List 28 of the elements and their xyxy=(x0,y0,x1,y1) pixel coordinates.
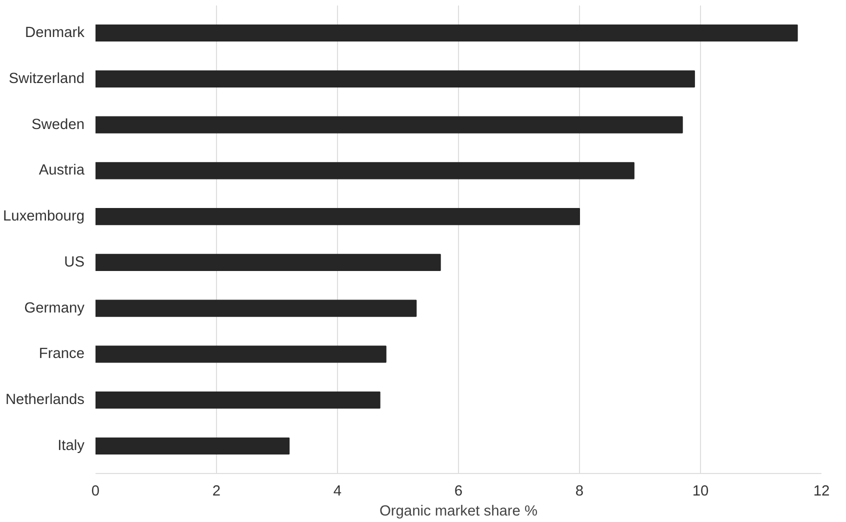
x-tick-label: 8 xyxy=(575,484,584,500)
x-tick-label: 2 xyxy=(212,484,221,500)
bar xyxy=(96,254,441,271)
x-tick-label: 6 xyxy=(454,484,463,500)
bar xyxy=(96,392,380,409)
x-tick-label: 4 xyxy=(333,484,342,500)
y-tick-label: Germany xyxy=(24,300,86,316)
bar xyxy=(96,300,417,317)
y-tick-label: Netherlands xyxy=(5,392,85,408)
bar xyxy=(96,208,580,226)
bar xyxy=(96,162,634,180)
y-tick-label: Luxembourg xyxy=(3,208,85,225)
x-tick-label: 12 xyxy=(813,484,830,500)
x-tick-label: 10 xyxy=(692,484,709,500)
y-tick-label: Denmark xyxy=(25,25,86,42)
x-tick-label: 0 xyxy=(91,484,100,500)
bar xyxy=(96,70,695,88)
y-tick-label: Sweden xyxy=(32,116,85,133)
bar xyxy=(96,116,683,134)
y-tick-label: Switzerland xyxy=(8,70,85,87)
bar xyxy=(96,24,798,42)
bar xyxy=(96,437,290,454)
y-tick-label: US xyxy=(64,254,85,270)
y-tick-label: Austria xyxy=(38,162,86,179)
y-tick-label: France xyxy=(38,346,85,362)
y-tick-label: Italy xyxy=(58,438,86,454)
x-axis-title: Organic market share % xyxy=(379,504,538,520)
bar xyxy=(96,346,386,363)
